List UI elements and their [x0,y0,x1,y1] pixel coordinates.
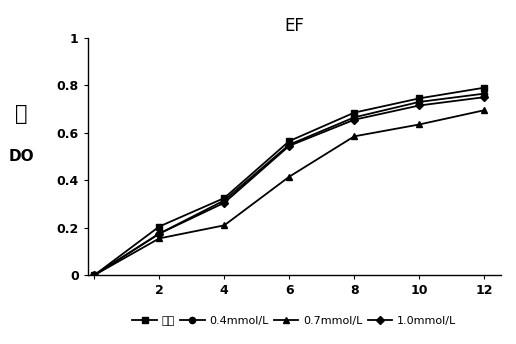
0.4mmol/L [156,232,163,236]
0.4mmol/L [221,198,228,203]
空白 [351,110,358,115]
Line: 0.4mmol/L: 0.4mmol/L [91,90,488,278]
Legend: 空白, 0.4mmol/L, 0.7mmol/L, 1.0mmol/L: 空白, 0.4mmol/L, 0.7mmol/L, 1.0mmol/L [133,316,456,326]
Line: 1.0mmol/L: 1.0mmol/L [91,94,488,278]
空白 [91,273,98,277]
0.7mmol/L [221,223,228,227]
0.4mmol/L [351,115,358,119]
Title: EF: EF [284,17,304,35]
0.7mmol/L [416,122,423,127]
0.4mmol/L [91,273,98,277]
1.0mmol/L [221,201,228,205]
0.7mmol/L [91,273,98,277]
空白 [481,86,488,90]
Line: 0.7mmol/L: 0.7mmol/L [91,107,488,278]
空白 [156,225,163,229]
1.0mmol/L [416,104,423,108]
0.4mmol/L [416,100,423,104]
Text: 值: 值 [15,104,28,124]
0.4mmol/L [286,142,293,147]
Line: 空白: 空白 [91,85,488,278]
0.7mmol/L [481,108,488,112]
0.7mmol/L [286,175,293,179]
空白 [416,96,423,100]
空白 [286,139,293,143]
1.0mmol/L [481,95,488,99]
1.0mmol/L [91,273,98,277]
Text: DO: DO [9,149,35,164]
1.0mmol/L [286,144,293,148]
1.0mmol/L [351,118,358,122]
空白 [221,196,228,200]
0.4mmol/L [481,92,488,96]
1.0mmol/L [156,232,163,236]
0.7mmol/L [156,236,163,240]
0.7mmol/L [351,134,358,138]
